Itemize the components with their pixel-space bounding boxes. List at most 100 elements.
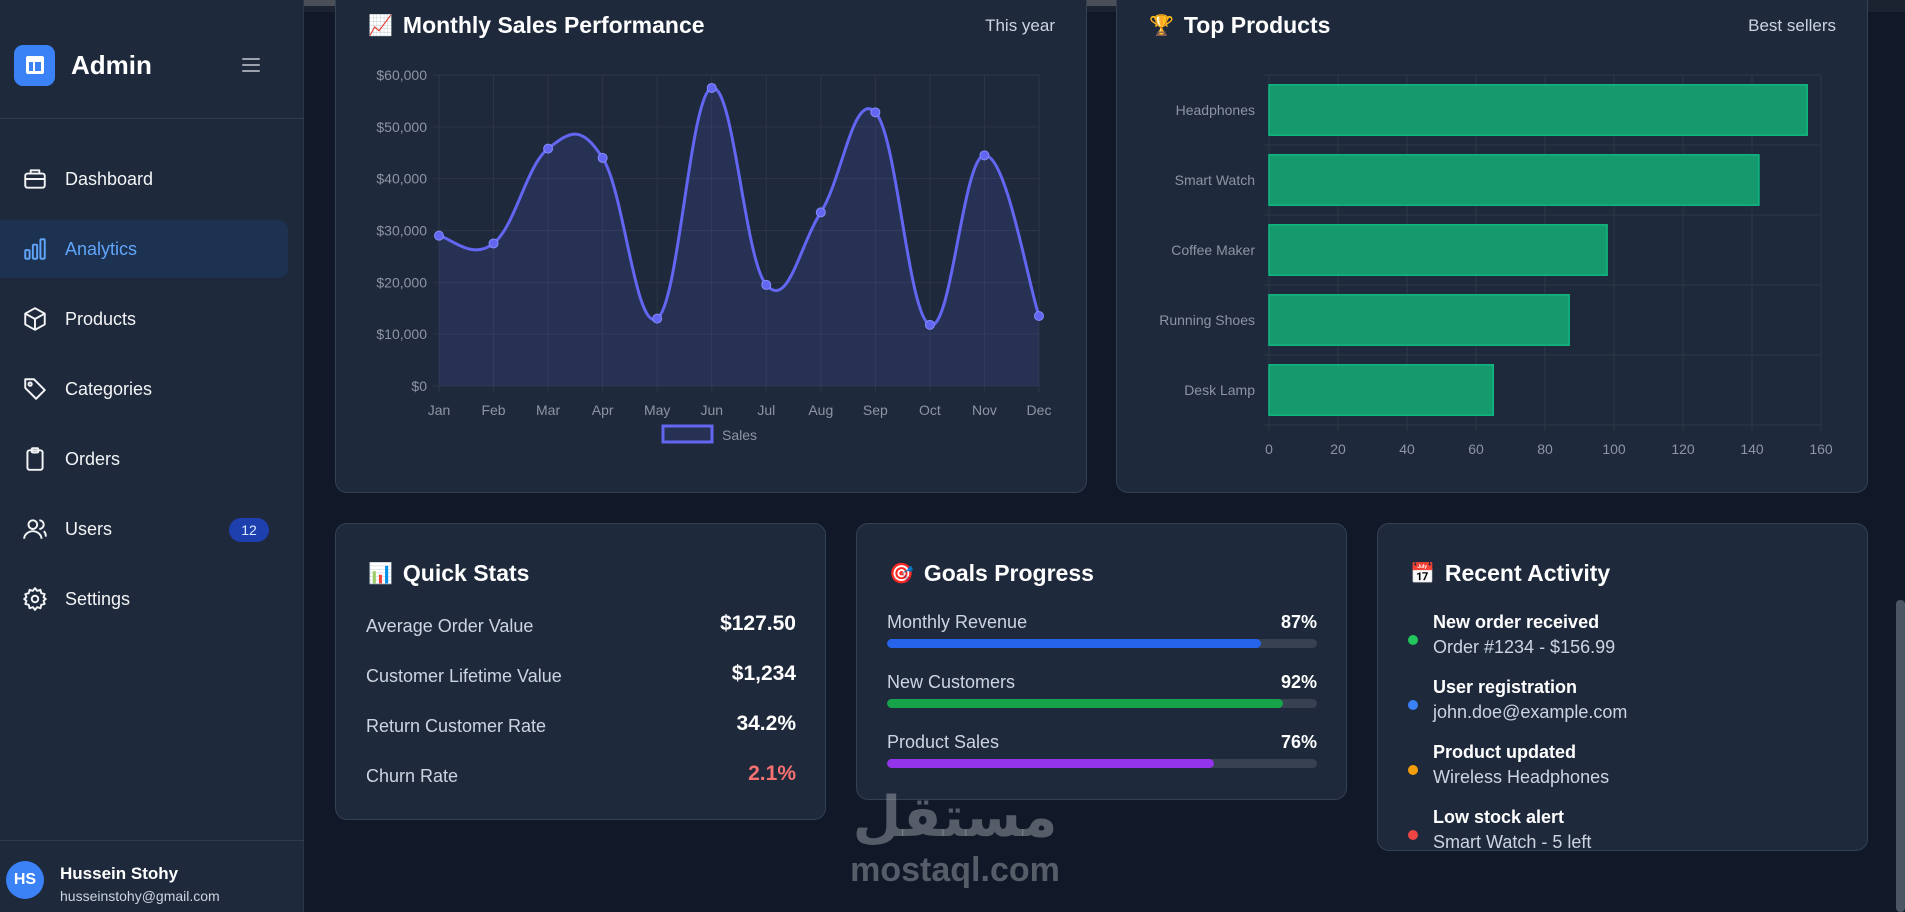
activity-item[interactable]: New order received Order #1234 - $156.99 <box>1408 612 1838 662</box>
sidebar-item-dashboard[interactable]: Dashboard <box>0 150 304 208</box>
bar <box>1268 154 1760 206</box>
status-dot <box>1408 830 1418 840</box>
y-tick-label: $60,000 <box>376 67 427 83</box>
activity-item-title: New order received <box>1433 612 1600 632</box>
x-tick-label: Oct <box>919 402 941 418</box>
goal-percent: 87% <box>1280 612 1317 632</box>
avatar: HS <box>6 861 44 899</box>
data-point <box>979 150 990 161</box>
sidebar-item-label: Products <box>65 308 137 329</box>
activity-item-desc: Smart Watch - 5 left <box>1433 832 1592 852</box>
data-point <box>706 82 717 93</box>
products-chart-card: 🏆 Top Products Best sellers 0 20 40 60 80 100… <box>1116 0 1868 493</box>
box-icon <box>22 306 48 332</box>
activity-item-title: User registration <box>1433 677 1578 697</box>
sidebar-item-label: Users <box>65 518 113 539</box>
products-bar-chart[interactable]: 0 20 40 60 80 100 120 140 160 Headphones Smart Wat… <box>1117 0 1869 494</box>
clipboard-icon <box>22 446 48 472</box>
sidebar-item-products[interactable]: Products <box>0 290 304 348</box>
products-chart-subtitle: Best sellers <box>1748 16 1836 35</box>
y-tick-label: Coffee Maker <box>1171 242 1255 258</box>
sidebar-item-settings[interactable]: Settings <box>0 570 304 628</box>
vertical-scrollbar[interactable] <box>1896 600 1905 912</box>
stat-row: Average Order Value $127.50 <box>366 611 796 641</box>
sidebar-item-users[interactable]: Users 12 <box>0 500 304 558</box>
goal-label: New Customers <box>887 672 1016 692</box>
app-title: Admin <box>71 49 152 80</box>
bar-chart-icon <box>22 236 48 262</box>
y-tick-label: $20,000 <box>376 274 427 290</box>
x-tick-label: 60 <box>1468 441 1484 457</box>
x-tick-label: 120 <box>1671 441 1695 457</box>
stat-label: Average Order Value <box>366 616 534 636</box>
sidebar-item-categories[interactable]: Categories <box>0 360 304 418</box>
quick-stats-card: 📊 Quick Stats Average Order Value $127.5… <box>335 523 826 820</box>
y-tick-label: $50,000 <box>376 119 427 135</box>
stat-value: 34.2% <box>736 712 796 735</box>
x-tick-label: 100 <box>1602 441 1626 457</box>
briefcase-icon <box>22 166 48 192</box>
stat-value: 2.1% <box>748 762 796 785</box>
progress-fill <box>887 639 1262 648</box>
progress-fill <box>887 759 1214 768</box>
status-dot <box>1408 635 1418 645</box>
activity-title-text: Recent Activity <box>1444 560 1611 586</box>
sidebar: Admin Dashboard Analytics <box>0 0 304 912</box>
chart-grid <box>433 74 1040 392</box>
status-dot <box>1408 700 1418 710</box>
y-tick-label: Smart Watch <box>1175 172 1255 188</box>
goal-percent: 76% <box>1280 732 1317 752</box>
mostaql-watermark: مستقل mostaql.com <box>835 785 1075 895</box>
activity-title: 📅 Recent Activity <box>1410 560 1610 587</box>
data-point <box>488 238 499 249</box>
users-count-badge: 12 <box>229 518 269 542</box>
y-tick-label: $10,000 <box>376 326 427 342</box>
stat-row: Return Customer Rate 34.2% <box>366 711 796 741</box>
hamburger-icon[interactable] <box>240 54 262 76</box>
activity-item[interactable]: Product updated Wireless Headphones <box>1408 742 1838 792</box>
user-name: Hussein Stohy <box>60 864 179 883</box>
activity-item[interactable]: Low stock alert Smart Watch - 5 left <box>1408 807 1838 857</box>
brand[interactable]: Admin <box>14 44 152 86</box>
sidebar-item-analytics[interactable]: Analytics <box>0 220 288 278</box>
bar <box>1268 84 1808 136</box>
x-tick-label: Apr <box>592 402 614 418</box>
x-tick-label: Feb <box>481 402 505 418</box>
goal-percent: 92% <box>1280 672 1317 692</box>
x-tick-label: Mar <box>536 402 560 418</box>
user-profile[interactable]: HS Hussein Stohy husseinstohy@gmail.com <box>0 840 304 912</box>
progress-track <box>887 759 1317 768</box>
x-tick-label: Jan <box>428 402 451 418</box>
quick-stats-title: 📊 Quick Stats <box>368 560 529 587</box>
data-point <box>870 107 881 118</box>
sales-chart-subtitle: This year <box>985 16 1055 35</box>
stat-label: Customer Lifetime Value <box>366 666 562 686</box>
data-point <box>652 313 663 324</box>
sidebar-item-orders[interactable]: Orders <box>0 430 304 488</box>
user-email: husseinstohy@gmail.com <box>60 888 220 904</box>
goal-label: Product Sales <box>887 732 1000 752</box>
sales-chart-title-text: Monthly Sales Performance <box>402 12 705 38</box>
sales-line-chart[interactable]: $0 $10,000 $20,000 $30,000 $40,000 $50,000 $60… <box>336 0 1088 494</box>
sales-chart-title: 📈 Monthly Sales Performance <box>368 12 705 39</box>
y-tick-label: $30,000 <box>376 223 427 239</box>
goals-title: 🎯 Goals Progress <box>889 560 1094 587</box>
y-tick-label: Running Shoes <box>1159 312 1255 328</box>
data-point <box>434 230 444 241</box>
sales-line <box>438 86 1041 327</box>
activity-item[interactable]: User registration john.doe@example.com <box>1408 677 1838 727</box>
stat-label: Return Customer Rate <box>366 716 547 736</box>
x-tick-label: May <box>644 402 670 418</box>
goals-title-text: Goals Progress <box>923 560 1094 586</box>
quick-stats-title-text: Quick Stats <box>402 560 530 586</box>
goal-label: Monthly Revenue <box>887 612 1028 632</box>
gear-icon <box>22 586 48 612</box>
sales-area <box>439 87 1039 386</box>
x-tick-label: Aug <box>808 402 833 418</box>
y-tick-label: Desk Lamp <box>1184 382 1255 398</box>
legend-label: Sales <box>722 427 757 443</box>
stat-row: Churn Rate 2.1% <box>366 761 796 791</box>
x-tick-label: Dec <box>1027 402 1052 418</box>
products-chart-title-text: Top Products <box>1183 12 1331 38</box>
target-icon: 🎯 <box>889 563 914 585</box>
